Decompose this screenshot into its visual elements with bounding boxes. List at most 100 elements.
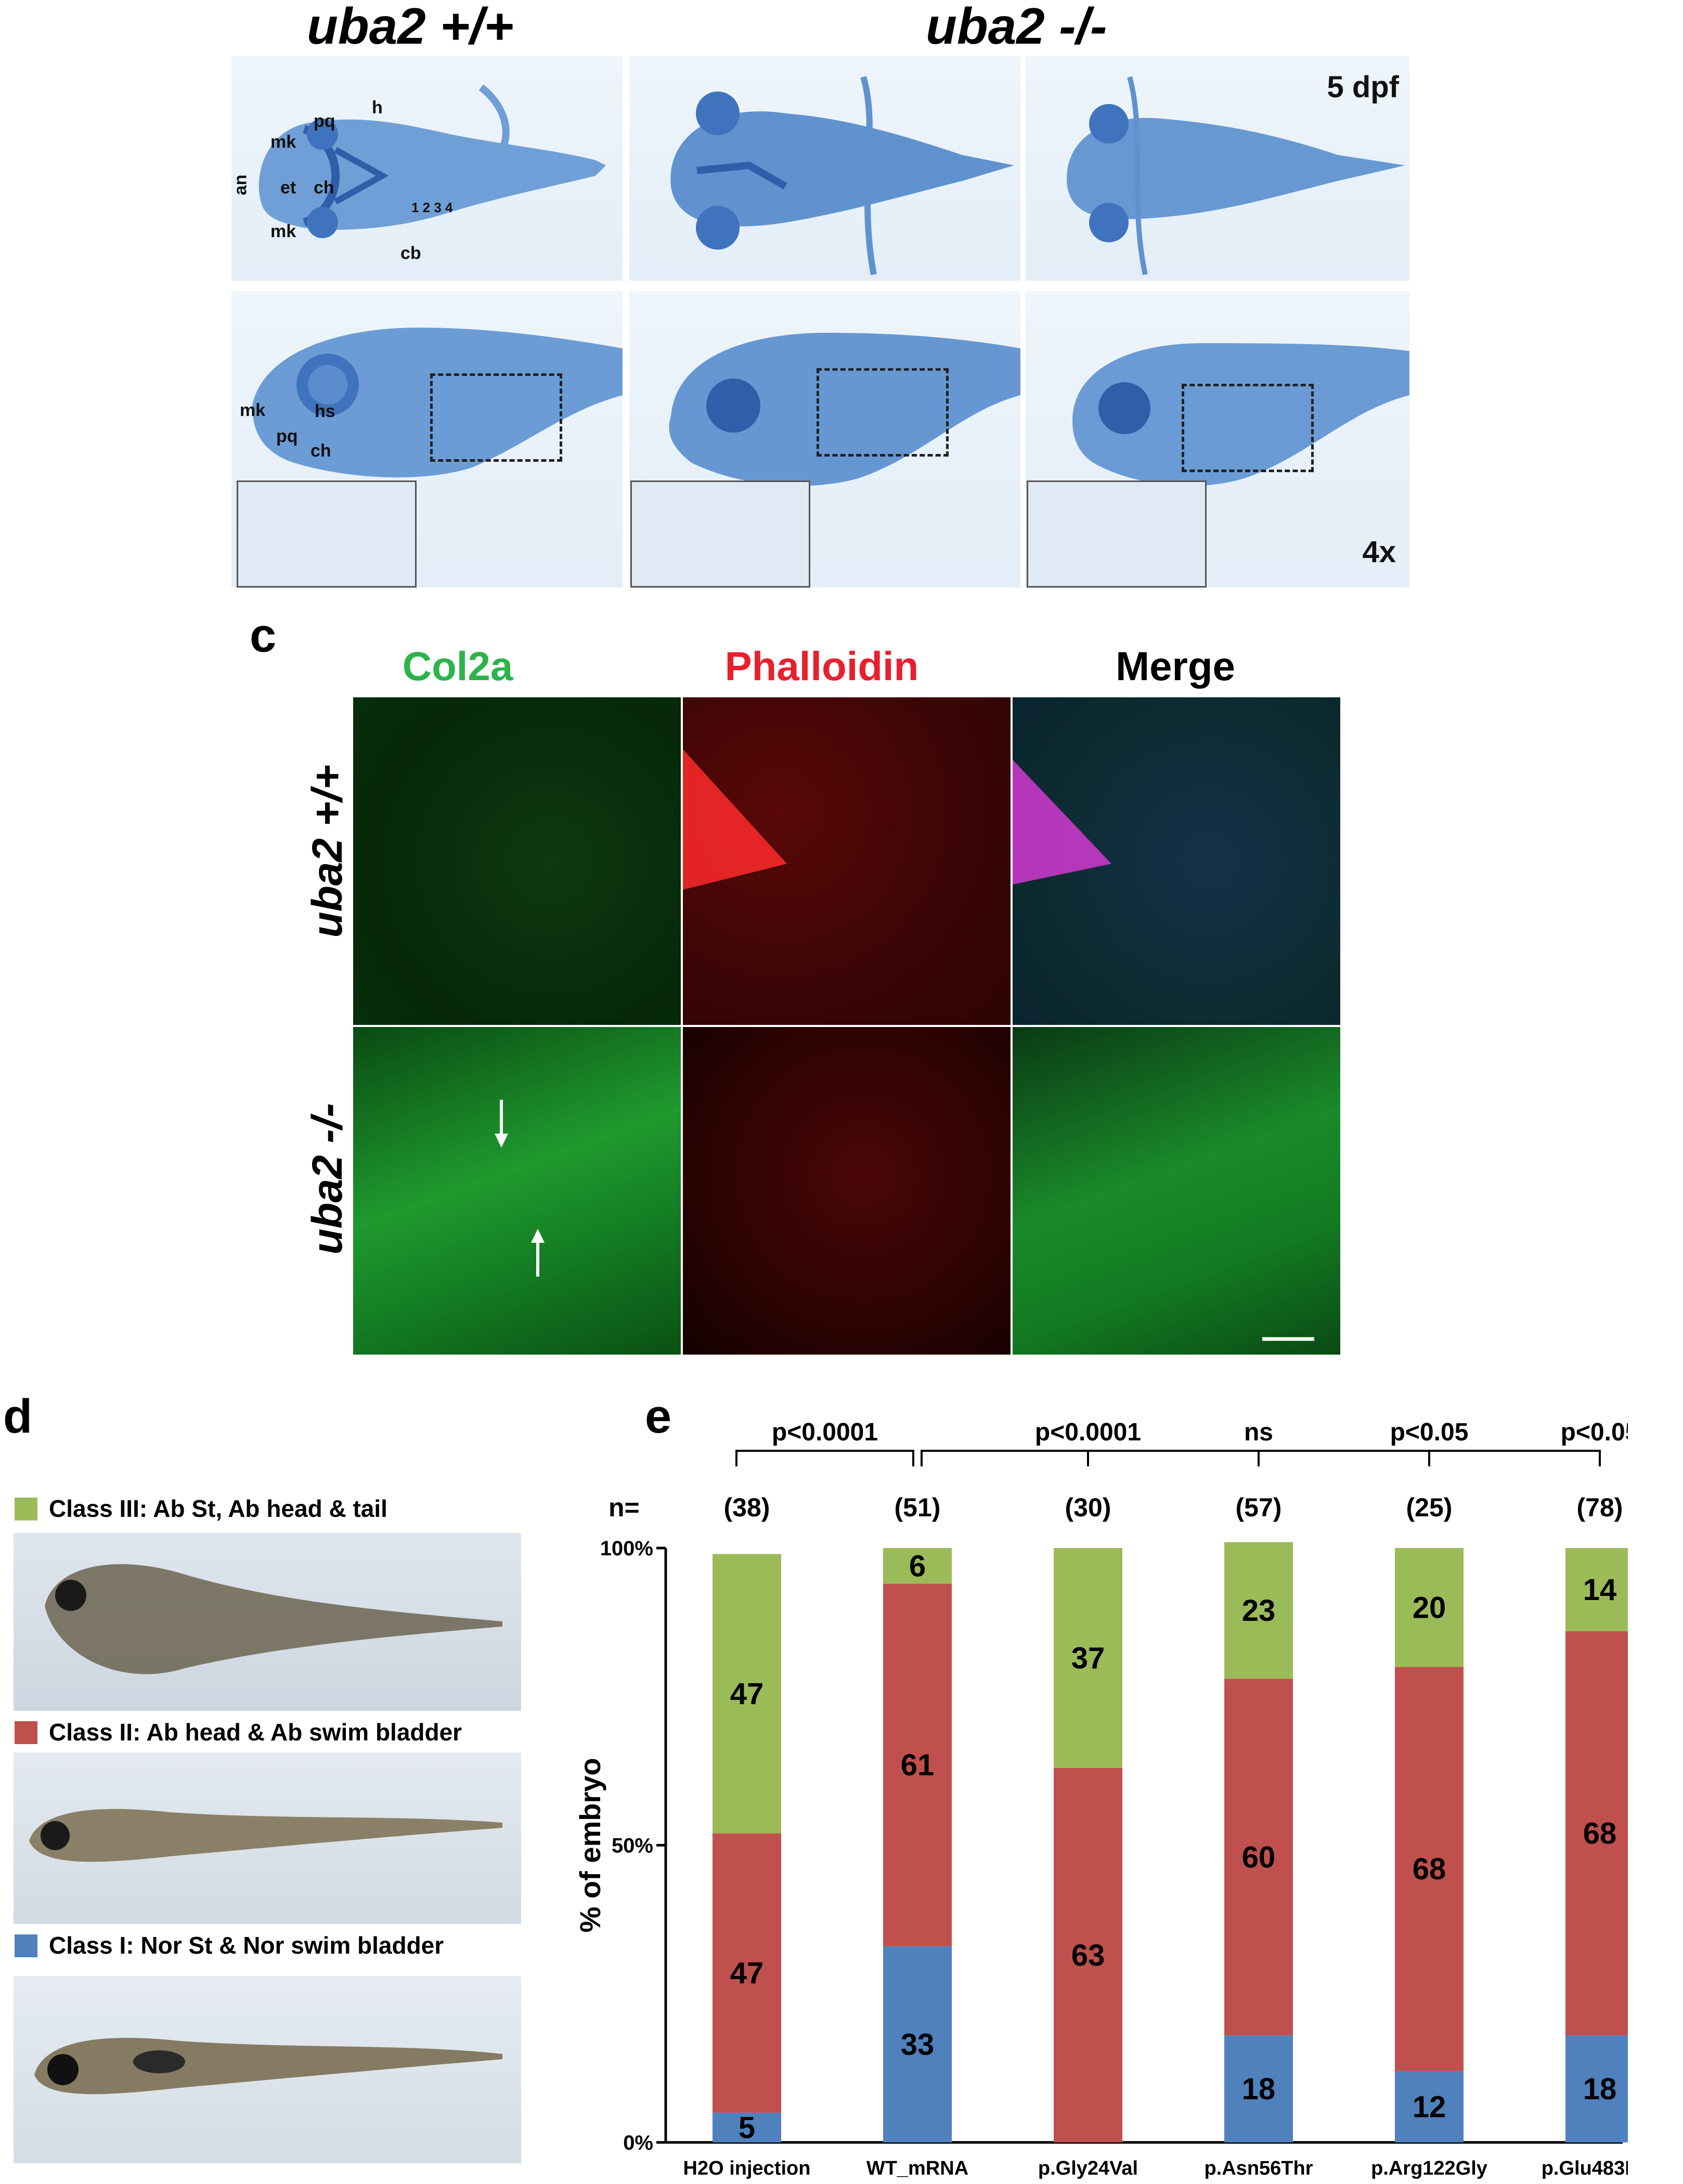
n-prefix-label: n=	[609, 1493, 640, 1522]
panel-label-d: d	[3, 1390, 33, 1443]
panel-a-image-mutant-2: 5 dpf	[1026, 56, 1409, 281]
y-tick-label: 50%	[612, 1835, 653, 1857]
panel-b-image-wildtype: mk hs pq ch	[231, 291, 623, 588]
column-header-col2a: Col2a	[402, 643, 513, 689]
panel-b-image-mutant-1	[629, 291, 1020, 588]
n-label: (57)	[1236, 1493, 1282, 1522]
fish-ventral-mutant-2	[1067, 76, 1405, 276]
column-header-phalloidin: Phalloidin	[724, 643, 919, 689]
bar-value-label: 63	[1071, 1939, 1105, 1972]
fish-lateral-mutant-1	[669, 333, 1020, 486]
bar-segment	[1565, 1548, 1628, 1632]
arrows-col2a-mutant	[495, 1100, 545, 1277]
header-mutant: uba2 -/-	[926, 0, 1107, 55]
bar-segment	[713, 1833, 781, 2113]
y-tick-label: 0%	[623, 2131, 653, 2154]
label-ch: ch	[314, 178, 334, 198]
comparison-label: p<0.0001	[772, 1419, 878, 1446]
header-wildtype: uba2 +/+	[307, 0, 514, 55]
merge-bundle-wildtype	[1013, 760, 1111, 885]
bar-value-label: 6	[909, 1549, 926, 1583]
category-label: p.Glu483Lys	[1542, 2157, 1628, 2179]
image-col2a-mutant	[352, 1025, 682, 1356]
bar-segment	[1224, 2035, 1293, 2142]
legend-label-class-iii: Class III: Ab St, Ab head & tail	[49, 1495, 387, 1522]
bar-segment	[1565, 2035, 1628, 2142]
zoom-box	[817, 368, 949, 457]
category-label: H2O injection	[683, 2157, 811, 2179]
category-label: p.Arg122Gly	[1371, 2157, 1487, 2179]
bar-value-label: 68	[1413, 1852, 1446, 1886]
bar-segment	[1395, 2071, 1464, 2142]
bar-value-label: 18	[1242, 2072, 1276, 2106]
label-mk: mk	[240, 400, 266, 420]
legend-label-class-i: Class I: Nor St & Nor swim bladder	[49, 1932, 444, 1959]
n-label: (51)	[895, 1493, 941, 1522]
bar-segment	[1054, 1767, 1122, 2142]
bar-value-label: 23	[1242, 1594, 1276, 1628]
inset-wildtype	[237, 480, 417, 588]
photo-class-iii	[14, 1533, 521, 1711]
inset-mutant-1	[630, 480, 810, 588]
phalloidin-bundle-wildtype	[683, 749, 787, 890]
bar-segment	[883, 1583, 952, 1946]
label-arches: 1 2 3 4	[411, 200, 453, 215]
fish-class-ii	[29, 1809, 502, 1862]
label-mk-top: mk	[270, 132, 296, 152]
category-label: WT_mRNA	[866, 2157, 968, 2179]
y-axis-label: % of embryo	[574, 1758, 606, 1932]
bar-value-label: 18	[1583, 2072, 1617, 2106]
category-label: p.Asn56Thr	[1204, 2157, 1313, 2179]
fish-class-iii	[45, 1564, 502, 1674]
legend-swatch-class-ii	[15, 1721, 37, 1744]
label-pq: pq	[314, 111, 335, 131]
label-pq: pq	[276, 426, 298, 446]
comparison-bracket	[735, 1450, 914, 1466]
bar-segment	[1054, 1548, 1122, 1768]
panel-a-image-mutant-1	[629, 56, 1020, 281]
n-label: (30)	[1065, 1493, 1111, 1522]
image-merge-mutant	[1011, 1025, 1342, 1356]
magnification-label: 4x	[1362, 535, 1396, 569]
fish-class-i	[34, 2037, 502, 2095]
fish-lateral-mutant-2	[1072, 343, 1409, 486]
row-label-mutant: uba2 -/-	[304, 1103, 351, 1255]
bar-value-label: 12	[1413, 2090, 1446, 2124]
fish-lateral-wildtype	[252, 328, 623, 478]
label-mk-bottom: mk	[270, 222, 296, 241]
legend-swatch-class-iii	[15, 1498, 37, 1520]
label-an: an	[231, 174, 251, 196]
bar-segment	[883, 1946, 952, 2142]
bar-segment	[713, 1554, 781, 1834]
bar-segment	[713, 2112, 781, 2142]
bar-value-label: 33	[901, 2027, 935, 2061]
n-label: (25)	[1406, 1493, 1453, 1522]
bar-segment	[883, 1548, 952, 1584]
label-hs: hs	[315, 401, 335, 421]
bar-value-label: 37	[1071, 1641, 1105, 1675]
legend-swatch-class-i	[15, 1934, 37, 1957]
panel-label-e: e	[645, 1390, 672, 1443]
bar-segment	[1395, 1667, 1464, 2071]
zoom-box	[1182, 384, 1314, 472]
comparison-label: ns	[1244, 1419, 1273, 1446]
bar-value-label: 60	[1242, 1840, 1276, 1874]
comparison-label: p<0.05	[1390, 1419, 1469, 1446]
image-phalloidin-wildtype	[681, 696, 1012, 1026]
n-label: (78)	[1577, 1493, 1623, 1522]
comparison-label: p<0.0001	[1035, 1419, 1141, 1446]
fish-ventral-mutant-1	[670, 76, 1014, 276]
fish-ventral-wildtype	[258, 84, 606, 238]
bar-value-label: 5	[739, 2111, 755, 2144]
n-label: (38)	[724, 1493, 770, 1522]
image-merge-wildtype	[1011, 696, 1342, 1026]
label-h: h	[372, 98, 383, 118]
image-phalloidin-mutant	[681, 1025, 1012, 1356]
scale-bar	[1262, 1337, 1314, 1341]
photo-class-i	[14, 1976, 521, 2163]
panel-b-image-mutant-2: 4x	[1026, 291, 1409, 588]
zoom-box	[430, 373, 562, 462]
category-label: p.Gly24Val	[1038, 2157, 1138, 2179]
bar-value-label: 47	[730, 1677, 764, 1711]
column-header-merge: Merge	[1116, 643, 1235, 689]
